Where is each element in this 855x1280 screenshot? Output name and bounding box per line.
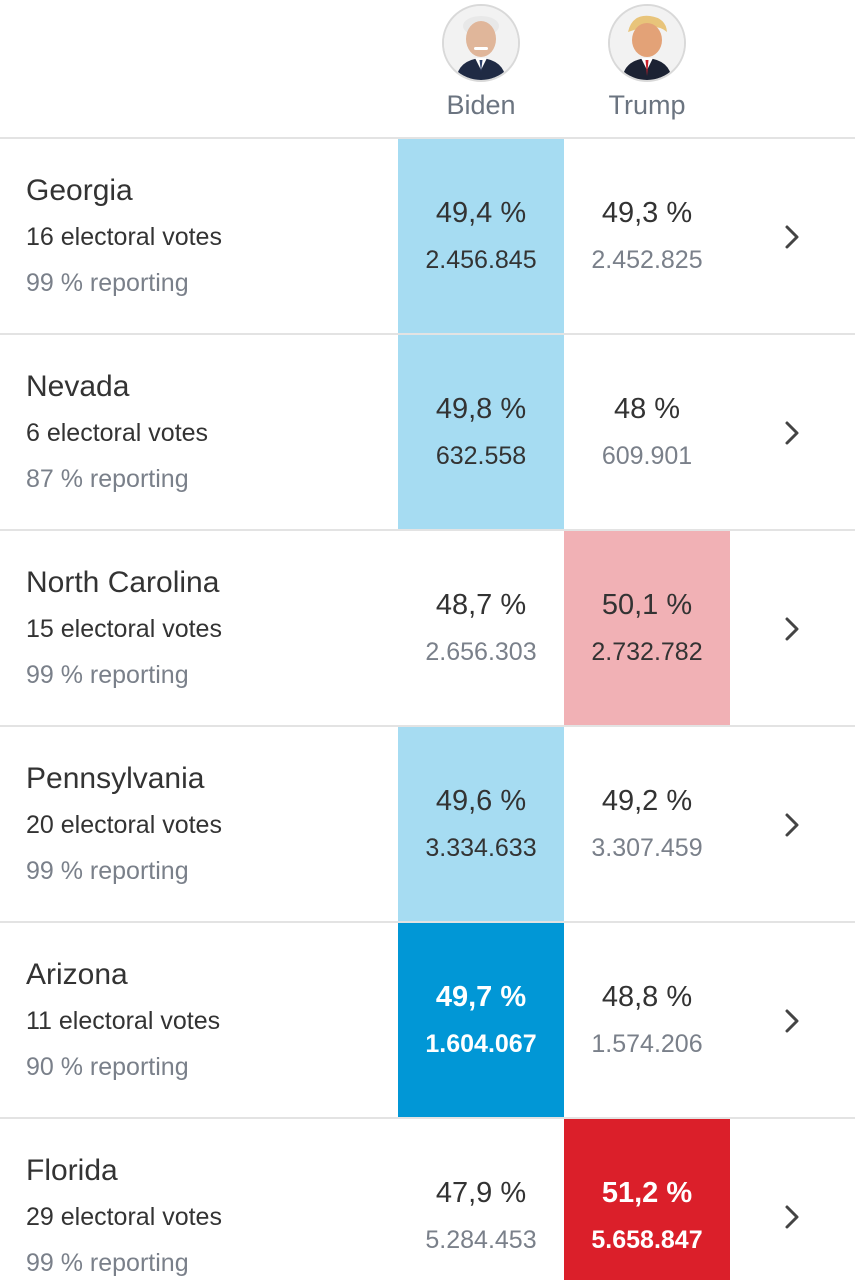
candidate-name-trump: Trump bbox=[608, 90, 686, 120]
electoral-votes: 6 electoral votes bbox=[26, 419, 209, 447]
biden-result-cell: 49,8 % 632.558 bbox=[398, 335, 564, 529]
trump-percent: 48,8 % bbox=[601, 981, 693, 1013]
state-row-florida[interactable]: Florida 29 electoral votes 99 % reportin… bbox=[0, 1119, 855, 1280]
trump-result-cell: 49,3 % 2.452.825 bbox=[564, 139, 730, 333]
biden-result-cell: 48,7 % 2.656.303 bbox=[398, 531, 564, 725]
state-name: North Carolina bbox=[26, 566, 220, 599]
state-row-arizona[interactable]: Arizona 11 electoral votes 90 % reportin… bbox=[0, 923, 855, 1117]
reporting-status: 99 % reporting bbox=[26, 857, 189, 885]
reporting-status: 87 % reporting bbox=[26, 465, 189, 493]
trump-percent: 50,1 % bbox=[601, 589, 693, 621]
trump-result-cell: 49,2 % 3.307.459 bbox=[564, 727, 730, 921]
chevron-right-icon[interactable] bbox=[780, 1007, 804, 1035]
biden-votes: 1.604.067 bbox=[425, 1030, 537, 1058]
trump-result-cell: 48 % 609.901 bbox=[564, 335, 730, 529]
trump-votes: 3.307.459 bbox=[591, 834, 703, 862]
biden-percent: 47,9 % bbox=[435, 1177, 527, 1209]
biden-percent: 48,7 % bbox=[435, 589, 527, 621]
reporting-status: 99 % reporting bbox=[26, 269, 189, 297]
trump-result-cell: 51,2 % 5.658.847 bbox=[564, 1119, 730, 1280]
trump-result-cell: 50,1 % 2.732.782 bbox=[564, 531, 730, 725]
trump-votes: 2.732.782 bbox=[591, 638, 703, 666]
state-name: Nevada bbox=[26, 370, 130, 403]
biden-votes: 2.656.303 bbox=[425, 638, 537, 666]
biden-votes: 2.456.845 bbox=[425, 246, 537, 274]
trump-votes: 609.901 bbox=[601, 442, 693, 470]
state-row-nevada[interactable]: Nevada 6 electoral votes 87 % reporting … bbox=[0, 335, 855, 529]
chevron-right-icon[interactable] bbox=[780, 1203, 804, 1231]
trump-result-cell: 48,8 % 1.574.206 bbox=[564, 923, 730, 1117]
trump-percent: 51,2 % bbox=[601, 1177, 693, 1209]
biden-avatar-icon bbox=[442, 4, 520, 82]
electoral-votes: 11 electoral votes bbox=[26, 1007, 221, 1035]
chevron-right-icon[interactable] bbox=[780, 223, 804, 251]
state-row-north-carolina[interactable]: North Carolina 15 electoral votes 99 % r… bbox=[0, 531, 855, 725]
trump-votes: 1.574.206 bbox=[591, 1030, 703, 1058]
row-divider bbox=[0, 921, 855, 923]
header-divider bbox=[0, 137, 855, 139]
reporting-status: 99 % reporting bbox=[26, 661, 189, 689]
state-name: Georgia bbox=[26, 174, 133, 207]
state-name: Pennsylvania bbox=[26, 762, 205, 795]
state-name: Florida bbox=[26, 1154, 118, 1187]
biden-votes: 5.284.453 bbox=[425, 1226, 537, 1254]
trump-percent: 48 % bbox=[613, 393, 681, 425]
biden-percent: 49,6 % bbox=[435, 785, 527, 817]
biden-result-cell: 49,4 % 2.456.845 bbox=[398, 139, 564, 333]
row-divider bbox=[0, 1117, 855, 1119]
candidate-biden: Biden bbox=[398, 0, 564, 139]
biden-votes: 3.334.633 bbox=[425, 834, 537, 862]
row-divider bbox=[0, 529, 855, 531]
reporting-status: 90 % reporting bbox=[26, 1053, 189, 1081]
electoral-votes: 16 electoral votes bbox=[26, 223, 222, 251]
state-name: Arizona bbox=[26, 958, 128, 991]
biden-percent: 49,7 % bbox=[435, 981, 527, 1013]
electoral-votes: 15 electoral votes bbox=[26, 615, 222, 643]
chevron-right-icon[interactable] bbox=[780, 615, 804, 643]
chevron-right-icon[interactable] bbox=[780, 419, 804, 447]
trump-votes: 2.452.825 bbox=[591, 246, 703, 274]
biden-percent: 49,4 % bbox=[435, 197, 527, 229]
reporting-status: 99 % reporting bbox=[26, 1249, 189, 1277]
candidate-trump: Trump bbox=[564, 0, 730, 139]
biden-votes: 632.558 bbox=[435, 442, 527, 470]
biden-result-cell: 49,7 % 1.604.067 bbox=[398, 923, 564, 1117]
biden-percent: 49,8 % bbox=[435, 393, 527, 425]
state-row-georgia[interactable]: Georgia 16 electoral votes 99 % reportin… bbox=[0, 139, 855, 333]
biden-result-cell: 47,9 % 5.284.453 bbox=[398, 1119, 564, 1280]
chevron-right-icon[interactable] bbox=[780, 811, 804, 839]
trump-avatar-icon bbox=[608, 4, 686, 82]
trump-votes: 5.658.847 bbox=[591, 1226, 703, 1254]
trump-percent: 49,2 % bbox=[601, 785, 693, 817]
state-row-pennsylvania[interactable]: Pennsylvania 20 electoral votes 99 % rep… bbox=[0, 727, 855, 921]
candidates-header: Biden Trump bbox=[0, 0, 855, 139]
row-divider bbox=[0, 333, 855, 335]
electoral-votes: 29 electoral votes bbox=[26, 1203, 222, 1231]
electoral-votes: 20 electoral votes bbox=[26, 811, 222, 839]
biden-result-cell: 49,6 % 3.334.633 bbox=[398, 727, 564, 921]
candidate-name-biden: Biden bbox=[446, 90, 516, 120]
row-divider bbox=[0, 725, 855, 727]
trump-percent: 49,3 % bbox=[601, 197, 693, 229]
